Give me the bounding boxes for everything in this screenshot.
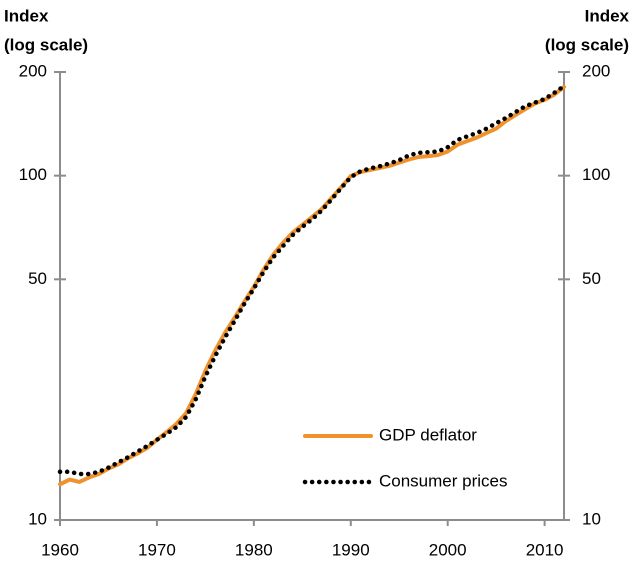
y-tick-label: 10 [28, 509, 47, 528]
y2-tick-label: 10 [582, 509, 601, 528]
x-tick-label: 2010 [526, 540, 564, 559]
y-axis-title: Index [4, 6, 49, 25]
x-tick-label: 1970 [138, 540, 176, 559]
legend-label: Consumer prices [379, 471, 508, 490]
legend-label: GDP deflator [379, 425, 477, 444]
y-tick-label: 50 [28, 269, 47, 288]
y-tick-label: 200 [19, 61, 47, 80]
y2-axis-title: Index [585, 6, 630, 25]
y2-tick-label: 50 [582, 269, 601, 288]
x-tick-label: 1960 [41, 540, 79, 559]
y2-tick-label: 200 [582, 61, 610, 80]
y-tick-label: 100 [19, 165, 47, 184]
x-tick-label: 1980 [235, 540, 273, 559]
y-axis-title: (log scale) [4, 35, 88, 54]
series-line [58, 84, 566, 487]
y2-tick-label: 100 [582, 165, 610, 184]
y2-axis-title: (log scale) [545, 35, 629, 54]
x-tick-label: 1990 [332, 540, 370, 559]
x-tick-label: 2000 [429, 540, 467, 559]
series-line [57, 83, 567, 477]
